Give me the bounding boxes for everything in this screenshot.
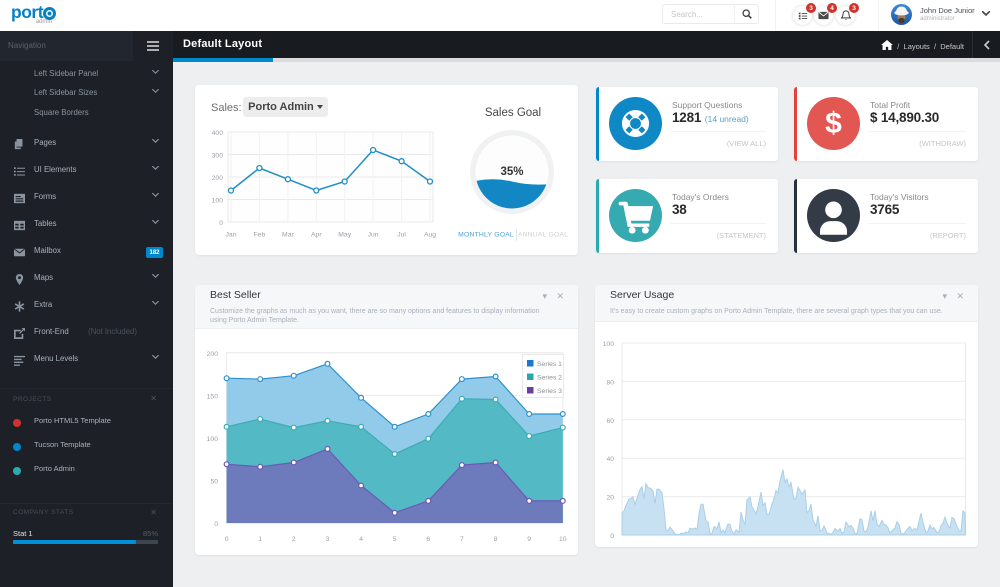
svg-text:50: 50: [210, 479, 218, 486]
svg-text:0: 0: [214, 521, 218, 528]
svg-text:100: 100: [603, 341, 615, 348]
svg-text:MONTHLY GOAL: MONTHLY GOAL: [458, 232, 514, 239]
svg-text:60: 60: [606, 418, 614, 425]
svg-text:200: 200: [212, 175, 224, 182]
svg-text:300: 300: [212, 153, 224, 160]
svg-text:9: 9: [527, 536, 531, 543]
svg-text:May: May: [338, 232, 351, 239]
svg-text:150: 150: [207, 394, 219, 401]
svg-text:Feb: Feb: [254, 232, 266, 239]
svg-text:1: 1: [258, 536, 262, 543]
svg-text:0: 0: [225, 536, 229, 543]
svg-text:400: 400: [212, 130, 224, 137]
svg-text:Jan: Jan: [226, 232, 237, 239]
svg-text:10: 10: [559, 536, 567, 543]
svg-text:80: 80: [606, 379, 614, 386]
svg-text:Series 1: Series 1: [537, 361, 562, 368]
svg-text:4: 4: [359, 536, 363, 543]
svg-text:6: 6: [426, 536, 430, 543]
svg-text:Sales Goal: Sales Goal: [485, 107, 541, 119]
svg-text:0: 0: [219, 220, 223, 227]
svg-text:200: 200: [207, 351, 219, 358]
svg-text:5: 5: [393, 536, 397, 543]
svg-text:Series 2: Series 2: [537, 375, 562, 382]
svg-text:100: 100: [212, 198, 224, 205]
svg-text:3: 3: [326, 536, 330, 543]
svg-text:Mar: Mar: [282, 232, 294, 239]
svg-text:40: 40: [606, 456, 614, 463]
svg-text:ANNUAL GOAL: ANNUAL GOAL: [518, 232, 568, 239]
svg-text:Apr: Apr: [311, 232, 322, 239]
svg-text:35%: 35%: [500, 166, 523, 178]
svg-text:100: 100: [207, 436, 219, 443]
svg-text:Aug: Aug: [424, 232, 436, 239]
svg-text:Series 3: Series 3: [537, 388, 562, 395]
svg-text:8: 8: [494, 536, 498, 543]
svg-text:0: 0: [610, 533, 614, 540]
svg-text:2: 2: [292, 536, 296, 543]
svg-text:Jun: Jun: [368, 232, 379, 239]
svg-text:Jul: Jul: [397, 232, 406, 239]
svg-text:20: 20: [606, 495, 614, 502]
svg-text:7: 7: [460, 536, 464, 543]
